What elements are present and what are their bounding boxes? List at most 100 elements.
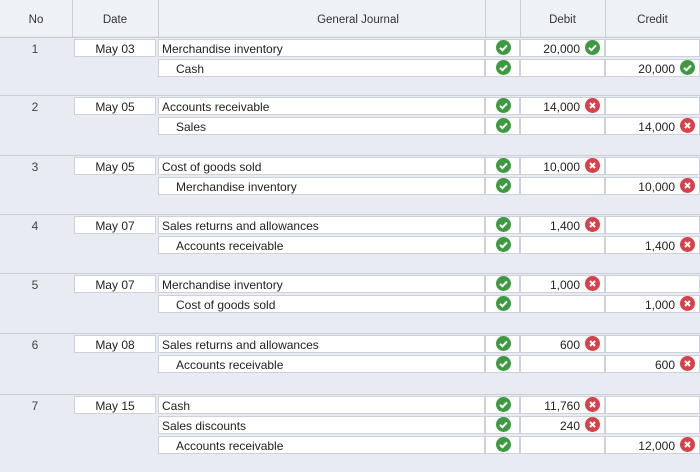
account-cell: Accounts receivable: [158, 97, 485, 115]
entry-date: May 07: [74, 216, 156, 234]
account-cell: Accounts receivable: [158, 355, 485, 373]
credit-cell: [605, 39, 700, 57]
error-icon: [585, 158, 600, 173]
account-name: Cost of goods sold: [162, 160, 262, 174]
check-icon: [496, 60, 511, 75]
account-name: Merchandise inventory: [162, 42, 283, 56]
debit-cell: 20,000: [520, 39, 605, 57]
check-icon: [496, 217, 511, 232]
credit-cell: 1,400: [605, 236, 700, 254]
account-name: Cost of goods sold: [176, 298, 276, 312]
error-icon: [680, 296, 695, 311]
account-name: Cash: [162, 399, 191, 413]
account-name: Sales discounts: [162, 419, 247, 433]
error-icon: [585, 397, 600, 412]
check-icon: [680, 60, 695, 75]
check-icon: [496, 296, 511, 311]
error-icon: [585, 336, 600, 351]
account-name: Accounts receivable: [176, 439, 284, 453]
credit-cell: [605, 157, 700, 175]
check-icon: [496, 40, 511, 55]
check-icon: [496, 356, 511, 371]
column-header: General Journal: [258, 14, 458, 26]
error-icon: [680, 118, 695, 133]
error-icon: [585, 98, 600, 113]
account-cell: Cost of goods sold: [158, 157, 485, 175]
account-cell: Cash: [158, 396, 485, 414]
account-cell: Accounts receivable: [158, 236, 485, 254]
column-header: Date: [72, 14, 158, 26]
credit-cell: [605, 97, 700, 115]
error-icon: [680, 237, 695, 252]
error-icon: [680, 178, 695, 193]
debit-cell: 11,760: [520, 396, 605, 414]
debit-cell: [520, 295, 605, 313]
credit-cell: [605, 396, 700, 414]
debit-cell: [520, 436, 605, 454]
check-icon: [496, 397, 511, 412]
account-cell: Merchandise inventory: [158, 39, 485, 57]
check-icon: [496, 237, 511, 252]
column-header: Credit: [605, 14, 700, 26]
error-icon: [680, 356, 695, 371]
debit-cell: 10,000: [520, 157, 605, 175]
account-name: Accounts receivable: [176, 239, 284, 253]
debit-cell: [520, 236, 605, 254]
account-cell: Sales returns and allowances: [158, 335, 485, 353]
debit-cell: 600: [520, 335, 605, 353]
account-cell: Sales returns and allowances: [158, 216, 485, 234]
error-icon: [585, 417, 600, 432]
entry-number: 7: [31, 399, 39, 413]
entry-number: 6: [31, 338, 39, 352]
check-icon: [496, 437, 511, 452]
check-icon: [496, 417, 511, 432]
credit-cell: 12,000: [605, 436, 700, 454]
debit-cell: 1,400: [520, 216, 605, 234]
account-cell: Sales: [158, 117, 485, 135]
error-icon: [585, 217, 600, 232]
check-icon: [496, 336, 511, 351]
entry-date: May 07: [74, 275, 156, 293]
debit-cell: [520, 117, 605, 135]
entry-date: May 03: [74, 39, 156, 57]
account-name: Accounts receivable: [162, 100, 270, 114]
check-icon: [496, 118, 511, 133]
credit-cell: 10,000: [605, 177, 700, 195]
debit-cell: [520, 59, 605, 77]
entry-date: May 08: [74, 335, 156, 353]
credit-cell: [605, 335, 700, 353]
check-icon: [585, 40, 600, 55]
account-name: Merchandise inventory: [162, 278, 283, 292]
debit-cell: 240: [520, 416, 605, 434]
entry-number: 1: [31, 42, 39, 56]
account-name: Sales returns and allowances: [162, 219, 319, 233]
credit-cell: 14,000: [605, 117, 700, 135]
error-icon: [680, 437, 695, 452]
check-icon: [496, 178, 511, 193]
credit-cell: 20,000: [605, 59, 700, 77]
debit-cell: [520, 355, 605, 373]
entry-number: 2: [31, 100, 39, 114]
debit-cell: [520, 177, 605, 195]
entry-date: May 05: [74, 97, 156, 115]
credit-cell: [605, 275, 700, 293]
account-cell: Sales discounts: [158, 416, 485, 434]
entry-number: 5: [31, 278, 39, 292]
error-icon: [585, 276, 600, 291]
check-icon: [496, 276, 511, 291]
check-icon: [496, 158, 511, 173]
account-name: Cash: [176, 62, 205, 76]
account-cell: Merchandise inventory: [158, 275, 485, 293]
entry-date: May 05: [74, 157, 156, 175]
account-name: Sales returns and allowances: [162, 338, 319, 352]
debit-cell: 1,000: [520, 275, 605, 293]
entry-date: May 15: [74, 396, 156, 414]
column-header: No: [0, 14, 72, 26]
account-cell: Merchandise inventory: [158, 177, 485, 195]
credit-cell: [605, 416, 700, 434]
account-cell: Cost of goods sold: [158, 295, 485, 313]
account-name: Accounts receivable: [176, 358, 284, 372]
account-name: Merchandise inventory: [176, 180, 297, 194]
credit-cell: [605, 216, 700, 234]
